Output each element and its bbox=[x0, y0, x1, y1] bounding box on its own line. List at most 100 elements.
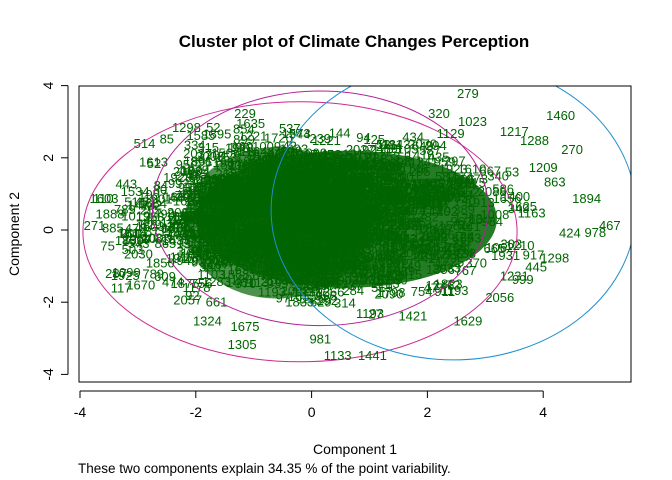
variability-caption: These two components explain 34.35 % of … bbox=[78, 461, 451, 476]
cloud-point-label: 1915 bbox=[166, 251, 195, 266]
cloud-point-label: 86 bbox=[161, 221, 175, 236]
point-label-320: 320 bbox=[428, 106, 450, 121]
point-label-1460: 1460 bbox=[546, 108, 575, 123]
cloud-point-label: 52 bbox=[376, 137, 390, 152]
cloud-point-label: 95 bbox=[176, 157, 190, 172]
cloud-point-label: 1221 bbox=[312, 133, 341, 148]
cloud-point-label: 1193 bbox=[356, 306, 384, 321]
point-label-1288: 1288 bbox=[520, 133, 549, 148]
cloud-point-label: 1843 bbox=[382, 137, 411, 152]
cloud-point-label: 424 bbox=[559, 226, 581, 241]
x-tick-label: 0 bbox=[308, 404, 316, 420]
cloud-point-label: 629 bbox=[310, 295, 332, 310]
point-label-279: 279 bbox=[457, 86, 479, 101]
point-label-1894: 1894 bbox=[572, 191, 601, 206]
cloud-point-label: 609 bbox=[154, 269, 176, 284]
point-label-863: 863 bbox=[544, 175, 566, 190]
cloud-point-label: 477 bbox=[424, 281, 446, 296]
cloud-point-label: 2037 bbox=[183, 146, 212, 161]
cluster-3-ellipse bbox=[270, 86, 631, 361]
cloud-point-label: 1613 bbox=[139, 155, 168, 170]
cloud-point-label: 949 bbox=[176, 253, 198, 268]
point-label-270: 270 bbox=[561, 142, 583, 157]
point-label-1421: 1421 bbox=[398, 308, 427, 323]
point-label-978: 978 bbox=[584, 225, 606, 240]
cloud-point-label: 1625 bbox=[508, 199, 537, 214]
cloud-point-label: 5 bbox=[323, 281, 330, 296]
cloud-point-label: 435 bbox=[428, 149, 450, 164]
cloud-point-label: 543 bbox=[128, 236, 150, 251]
point-label-1675: 1675 bbox=[231, 319, 260, 334]
point-label-981: 981 bbox=[309, 332, 331, 347]
point-label-1209: 1209 bbox=[529, 160, 558, 175]
cloud-point-label: 1204 bbox=[198, 148, 227, 163]
y-tick-label: 0 bbox=[40, 226, 56, 234]
cloud-point-label: 1143 bbox=[161, 215, 189, 230]
cloud-point-label: 885 bbox=[102, 221, 124, 236]
cloud-point-label: 1887 bbox=[163, 190, 192, 205]
point-cloud: 1902485104463188412662096578842172184220… bbox=[90, 114, 581, 322]
cloud-point-label: 1833 bbox=[285, 295, 314, 310]
cloud-point-label: 767 bbox=[455, 263, 477, 278]
cloud-point-label: 117 bbox=[111, 280, 132, 295]
cloud-point-label: 1358 bbox=[136, 210, 165, 225]
cloud-point-label: 533 bbox=[169, 232, 191, 247]
cloud-point-label: 1520 bbox=[297, 292, 326, 307]
cloud-point-label: 239 bbox=[309, 131, 331, 146]
cloud-point-label: 349 bbox=[508, 201, 530, 216]
cloud-point-label: 478 bbox=[125, 221, 147, 236]
cloud-point-label: 434 bbox=[402, 130, 424, 145]
cloud-point-label: 75 bbox=[100, 239, 114, 254]
cloud-point-label: 2008 bbox=[195, 149, 224, 164]
cloud-point-label: 1610 bbox=[117, 226, 146, 241]
cloud-point-label: 992 bbox=[168, 176, 190, 191]
y-tick-label: -2 bbox=[40, 296, 56, 309]
cloud-point-label: 314 bbox=[334, 295, 356, 310]
cloud-point-label: 92 bbox=[185, 288, 199, 303]
cloud-point-label: 272 bbox=[167, 219, 189, 234]
cloud-point-label: 667 bbox=[479, 164, 501, 179]
cloud-core bbox=[184, 146, 370, 299]
cloud-point-label: 1246 bbox=[425, 278, 454, 293]
cloud-point-label: 537 bbox=[279, 121, 301, 136]
cloud-point-label: 474 bbox=[162, 274, 184, 289]
cloud-point-label: 1895 bbox=[202, 126, 231, 141]
point-label-443: 443 bbox=[115, 177, 137, 192]
cloud-point-label: 125 bbox=[363, 132, 385, 147]
cloud-point-label: 201 bbox=[120, 226, 142, 241]
cloud-point-label: 52 bbox=[147, 156, 161, 171]
cloud-point-label: 1266 bbox=[162, 221, 191, 236]
cloud-point-label: 297 bbox=[444, 153, 466, 168]
cloud-point-label: 1888 bbox=[96, 207, 125, 222]
cloud-point-label: 451 bbox=[135, 194, 157, 209]
cloud-point-label: 1019 bbox=[121, 209, 150, 224]
cloud-point-label: 370 bbox=[465, 256, 487, 271]
cluster-1-ellipse bbox=[82, 101, 518, 363]
point-label-229: 229 bbox=[234, 106, 256, 121]
cloud-point-label: 1875 bbox=[171, 276, 200, 291]
cloud-point-label: 1005 bbox=[142, 231, 171, 246]
cloud-point-label: 278 bbox=[176, 168, 198, 183]
point-label-1231: 1231 bbox=[500, 269, 529, 284]
cloud-point-label: 344 bbox=[289, 127, 311, 142]
cloud-point-label: 1814 bbox=[118, 225, 147, 240]
cluster-2-ellipse bbox=[151, 90, 489, 327]
cloud-point-label: 190 bbox=[228, 140, 250, 155]
cloud-point-label: 586 bbox=[492, 182, 514, 197]
cloud-point-label: 1279 bbox=[180, 163, 209, 178]
cloud-point-label: 1928 bbox=[163, 170, 192, 185]
cloud-point-label: 1004 bbox=[181, 163, 210, 178]
point-label-1629: 1629 bbox=[453, 314, 482, 329]
cloud-point-label: 334 bbox=[184, 137, 206, 152]
cloud-point-label: 754 bbox=[411, 284, 433, 299]
cloud-point-label: 1603 bbox=[90, 191, 119, 206]
point-label-1133: 1133 bbox=[324, 348, 352, 363]
cloud-point-label: 294 bbox=[425, 138, 447, 153]
cloud-point-label: 789 bbox=[142, 267, 164, 282]
cloud-point-label: 1839 bbox=[115, 233, 144, 248]
cloud-point-label: 255 bbox=[140, 202, 162, 217]
cloud-point-label: 4 bbox=[120, 205, 127, 220]
cloud-point-label: 911 bbox=[434, 284, 455, 299]
